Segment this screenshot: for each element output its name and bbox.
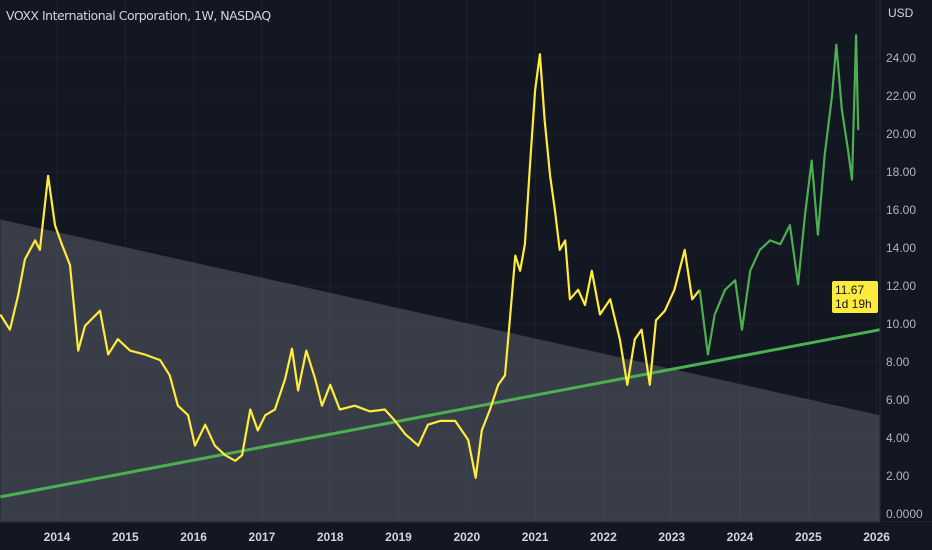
y-tick-label: 2.00 [886,469,910,483]
currency-label: USD [888,6,914,20]
y-tick-label: 10.00 [886,317,916,331]
x-tick-label: 2024 [727,530,754,544]
x-tick-label: 2015 [112,530,139,544]
y-tick-label: 8.00 [886,355,910,369]
time-axis [0,522,932,550]
y-tick-label: 0.0000 [886,507,923,521]
y-tick-label: 20.00 [886,127,916,141]
x-tick-label: 2022 [590,530,617,544]
last-price-label: 11.67 1d 19h [832,281,878,313]
x-tick-label: 2019 [385,530,412,544]
trendline [0,328,881,499]
y-tick-label: 4.00 [886,431,910,445]
chart-title: VOXX International Corporation, 1W, NASD… [6,8,271,23]
y-tick-label: 22.00 [886,89,916,103]
shaded-triangle-region [0,219,881,522]
x-tick-label: 2025 [795,530,822,544]
x-tick-label: 2014 [44,530,71,544]
x-tick-label: 2021 [522,530,549,544]
x-tick-label: 2023 [658,530,685,544]
axis-corner [880,522,932,550]
price-line-series-1 [0,53,701,479]
x-tick-label: 2020 [453,530,480,544]
y-tick-label: 14.00 [886,241,916,255]
price-axis [880,0,932,550]
y-tick-label: 12.00 [886,279,916,293]
y-tick-label: 6.00 [886,393,910,407]
x-tick-label: 2016 [180,530,207,544]
y-tick-label: 16.00 [886,203,916,217]
y-tick-label: 24.00 [886,51,916,65]
last-price-value: 11.67 [835,283,865,297]
price-line-series-2 [698,34,860,356]
x-tick-label: 2017 [249,530,276,544]
bar-countdown: 1d 19h [835,297,872,311]
x-tick-label: 2018 [317,530,344,544]
x-tick-label: 2026 [863,530,890,544]
y-tick-label: 18.00 [886,165,916,179]
